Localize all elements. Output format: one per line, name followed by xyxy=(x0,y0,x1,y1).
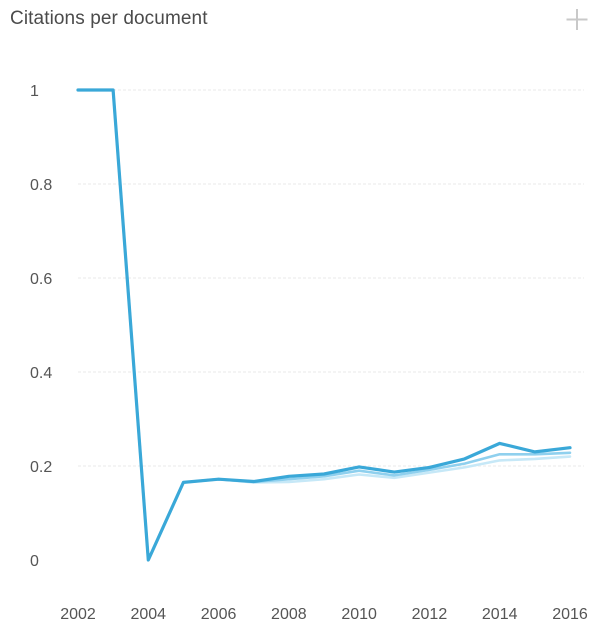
x-tick-label: 2010 xyxy=(341,606,377,623)
data-point xyxy=(533,450,537,454)
data-point xyxy=(392,470,396,474)
x-tick-label: 2006 xyxy=(201,606,237,623)
data-point xyxy=(322,472,326,476)
data-point xyxy=(146,558,150,562)
y-tick-label: 0.2 xyxy=(30,459,52,476)
data-point xyxy=(533,457,537,461)
data-point xyxy=(463,465,467,469)
series-line-2 xyxy=(76,88,572,562)
data-point xyxy=(568,455,572,459)
data-point xyxy=(498,452,502,456)
data-point xyxy=(357,469,361,473)
plus-icon xyxy=(566,9,588,30)
data-point xyxy=(357,465,361,469)
expand-button[interactable] xyxy=(562,4,592,34)
data-point xyxy=(252,480,256,484)
data-point xyxy=(76,88,80,92)
data-point xyxy=(111,88,115,92)
data-point xyxy=(498,441,502,445)
y-tick-label: 0.8 xyxy=(30,177,52,194)
series-line-1 xyxy=(76,88,572,562)
data-point xyxy=(357,472,361,476)
x-tick-label: 2008 xyxy=(271,606,307,623)
y-tick-label: 0 xyxy=(30,553,39,570)
y-tick-label: 0.4 xyxy=(30,365,52,382)
x-tick-label: 2002 xyxy=(60,606,96,623)
x-axis: 2002 2004 2006 2008 2010 2012 2014 2016 xyxy=(60,606,588,623)
series-line-3 xyxy=(76,88,572,562)
data-point xyxy=(427,465,431,469)
data-point xyxy=(217,477,221,481)
x-tick-label: 2004 xyxy=(130,606,166,623)
y-tick-label: 0.6 xyxy=(30,271,52,288)
y-axis: 0 0.2 0.4 0.6 0.8 1 xyxy=(30,83,52,570)
data-point xyxy=(568,446,572,450)
data-point xyxy=(463,457,467,461)
grid-lines xyxy=(78,89,584,467)
x-tick-label: 2014 xyxy=(482,606,518,623)
data-point xyxy=(498,458,502,462)
x-tick-label: 2012 xyxy=(412,606,448,623)
data-point xyxy=(463,462,467,466)
data-point xyxy=(287,474,291,478)
data-point xyxy=(568,451,572,455)
series-lines xyxy=(76,88,572,562)
chart-title: Citations per document xyxy=(10,8,208,29)
x-tick-label: 2016 xyxy=(552,606,588,623)
y-tick-label: 1 xyxy=(30,83,39,100)
data-point xyxy=(181,480,185,484)
